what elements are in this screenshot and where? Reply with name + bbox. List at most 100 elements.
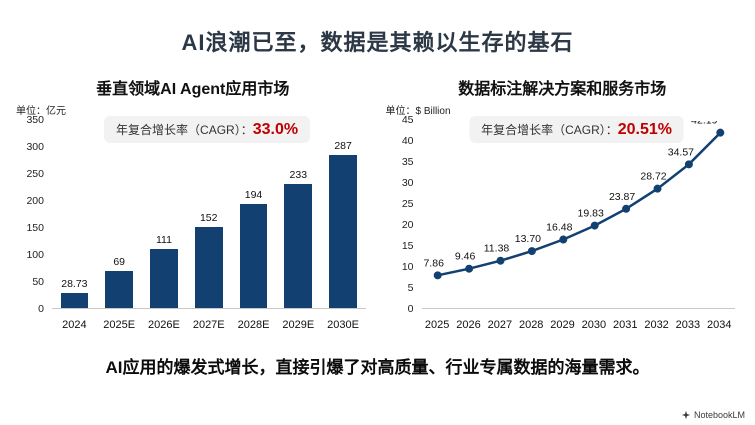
y-axis-tick: 200 <box>26 195 44 208</box>
bar-column: 28.73 <box>52 121 97 308</box>
line-chart-cagr-value: 20.51% <box>617 121 673 138</box>
x-axis-label: 2033 <box>675 319 701 331</box>
point-value-label: 19.83 <box>577 208 603 220</box>
x-axis-label: 2026E <box>148 319 180 331</box>
bar-value-label: 152 <box>199 211 218 224</box>
bar-column: 194 <box>231 121 276 308</box>
point-value-label: 42.19 <box>691 121 717 127</box>
x-axis-label: 2024 <box>62 319 87 331</box>
y-axis-tick: 30 <box>401 177 414 190</box>
line-chart-panel: 数据标注解决方案和服务市场 单位：$ Billion 年复合增长率（CAGR）：… <box>384 69 742 339</box>
x-axis-label: 2031 <box>612 319 638 331</box>
bar <box>105 271 134 308</box>
bar <box>329 154 357 308</box>
bar-chart-cagr-badge: 年复合增长率（CAGR）： 33.0% <box>104 116 311 143</box>
bar-column: 152 <box>186 121 231 308</box>
x-axis-label: 2034 <box>707 319 732 331</box>
bar-column: 287 <box>321 121 366 308</box>
x-axis-label: 2032 <box>644 319 669 331</box>
bar-value-label: 194 <box>244 189 263 202</box>
x-axis-label: 2030 <box>581 319 607 331</box>
line-chart: 单位：$ Billion 年复合增长率（CAGR）： 20.51% 45 40 35… <box>384 101 742 339</box>
line-chart-title: 数据标注解决方案和服务市场 <box>458 81 667 98</box>
line-chart-x-axis: 2025 2026 2027 2028 2029 2030 2031 2032 2033 2034 <box>422 319 736 331</box>
y-axis-tick: 45 <box>401 114 414 126</box>
point-value-label: 34.57 <box>667 146 693 158</box>
y-axis-tick: 250 <box>26 168 44 181</box>
data-point-marker <box>621 204 630 213</box>
y-axis-tick: 10 <box>401 261 414 274</box>
bar <box>194 226 223 308</box>
line-chart-cagr-badge: 年复合增长率（CAGR）： 20.51% <box>469 116 685 143</box>
point-value-label: 7.86 <box>423 257 444 269</box>
point-value-label: 11.38 <box>483 243 509 255</box>
bar-value-label: 69 <box>113 256 126 269</box>
y-axis-tick: 100 <box>26 249 44 262</box>
point-value-label: 23.87 <box>608 191 634 203</box>
bar-column: 233 <box>276 121 321 308</box>
line-series-svg: 7.86 9.46 11.38 13.70 16.48 19.83 23.87 28.72 34… <box>423 115 724 280</box>
line-chart-plot-area: 7.86 9.46 11.38 13.70 16.48 19.83 23.87 28.72 34… <box>421 115 735 309</box>
watermark-label: NotebookLM <box>693 410 745 420</box>
bar-value-label: 28.73 <box>61 277 88 290</box>
y-axis-tick: 20 <box>401 219 414 232</box>
data-point-marker <box>527 247 536 256</box>
bar <box>150 248 178 308</box>
y-axis-tick: 350 <box>26 114 44 126</box>
y-axis-tick: 0 <box>407 303 414 316</box>
bar-column: 69 <box>97 121 142 308</box>
y-axis-tick: 150 <box>26 222 44 235</box>
x-axis-label: 2029 <box>550 319 575 331</box>
y-axis-tick: 50 <box>32 276 44 289</box>
x-axis-label: 2029E <box>282 319 315 331</box>
y-axis-tick: 300 <box>26 141 44 154</box>
notebooklm-logo-icon <box>681 410 691 420</box>
bar-chart-cagr-label: 年复合增长率（CAGR）： <box>116 123 253 137</box>
bar <box>239 204 268 308</box>
charts-row: 垂直领域AI Agent应用市场 单位：亿元 年复合增长率（CAGR）： 33.… <box>0 57 755 339</box>
data-point-marker <box>464 264 473 273</box>
bar-value-label: 233 <box>289 168 308 181</box>
watermark: NotebookLM <box>681 410 745 420</box>
y-axis-tick: 5 <box>407 282 414 295</box>
x-axis-label: 2025 <box>424 319 450 331</box>
x-axis-label: 2027 <box>487 319 513 331</box>
line-chart-unit-label: 单位：$ Billion <box>385 106 451 117</box>
point-value-label: 16.48 <box>546 222 572 234</box>
x-axis-label: 2027E <box>192 319 225 331</box>
x-axis-label: 2025E <box>103 319 136 331</box>
bar-value-label: 287 <box>334 139 352 152</box>
data-point-marker <box>653 184 661 193</box>
bar-chart-unit-label: 单位：亿元 <box>16 106 66 117</box>
bar-column: 111 <box>142 121 187 308</box>
bar-chart-plot-area: 28.73 69 111 152 194 233 287 <box>52 121 366 309</box>
x-axis-label: 2030E <box>327 319 359 331</box>
point-value-label: 28.72 <box>640 171 666 183</box>
bar-chart-x-axis: 2024 2025E 2026E 2027E 2028E 2029E 2030E <box>52 319 366 331</box>
data-point-marker <box>684 160 693 169</box>
line-chart-y-axis: 45 40 35 30 25 20 15 10 5 0 <box>384 115 414 315</box>
y-axis-tick: 25 <box>401 198 414 211</box>
data-point-marker <box>558 235 567 244</box>
y-axis-tick: 15 <box>401 240 414 253</box>
line-chart-cagr-label: 年复合增长率（CAGR）： <box>481 123 618 137</box>
data-point-marker <box>433 271 442 280</box>
point-value-label: 9.46 <box>454 251 475 263</box>
y-axis-tick: 0 <box>38 303 44 316</box>
bar-chart-cagr-value: 33.0% <box>252 121 299 138</box>
bar-chart-panel: 垂直领域AI Agent应用市场 单位：亿元 年复合增长率（CAGR）： 33.… <box>14 69 372 339</box>
bar <box>60 292 89 308</box>
bar-chart: 单位：亿元 年复合增长率（CAGR）： 33.0% 350 300 250 200 15… <box>14 101 372 339</box>
point-value-label: 13.70 <box>514 233 540 245</box>
x-axis-label: 2028E <box>237 319 270 331</box>
x-axis-label: 2026 <box>456 319 481 331</box>
data-point-marker <box>496 256 504 265</box>
bar-chart-bars: 28.73 69 111 152 194 233 287 <box>52 121 366 308</box>
y-axis-tick: 35 <box>401 156 414 169</box>
bar <box>284 183 313 308</box>
footnote: AI应用的爆发式增长，直接引爆了对高质量、行业专属数据的海量需求。 <box>105 358 650 377</box>
page-title: AI浪潮已至，数据是其赖以生存的基石 <box>181 30 574 55</box>
bar-chart-y-axis: 350 300 250 200 150 100 50 0 <box>14 115 44 315</box>
y-axis-tick: 40 <box>401 135 414 148</box>
